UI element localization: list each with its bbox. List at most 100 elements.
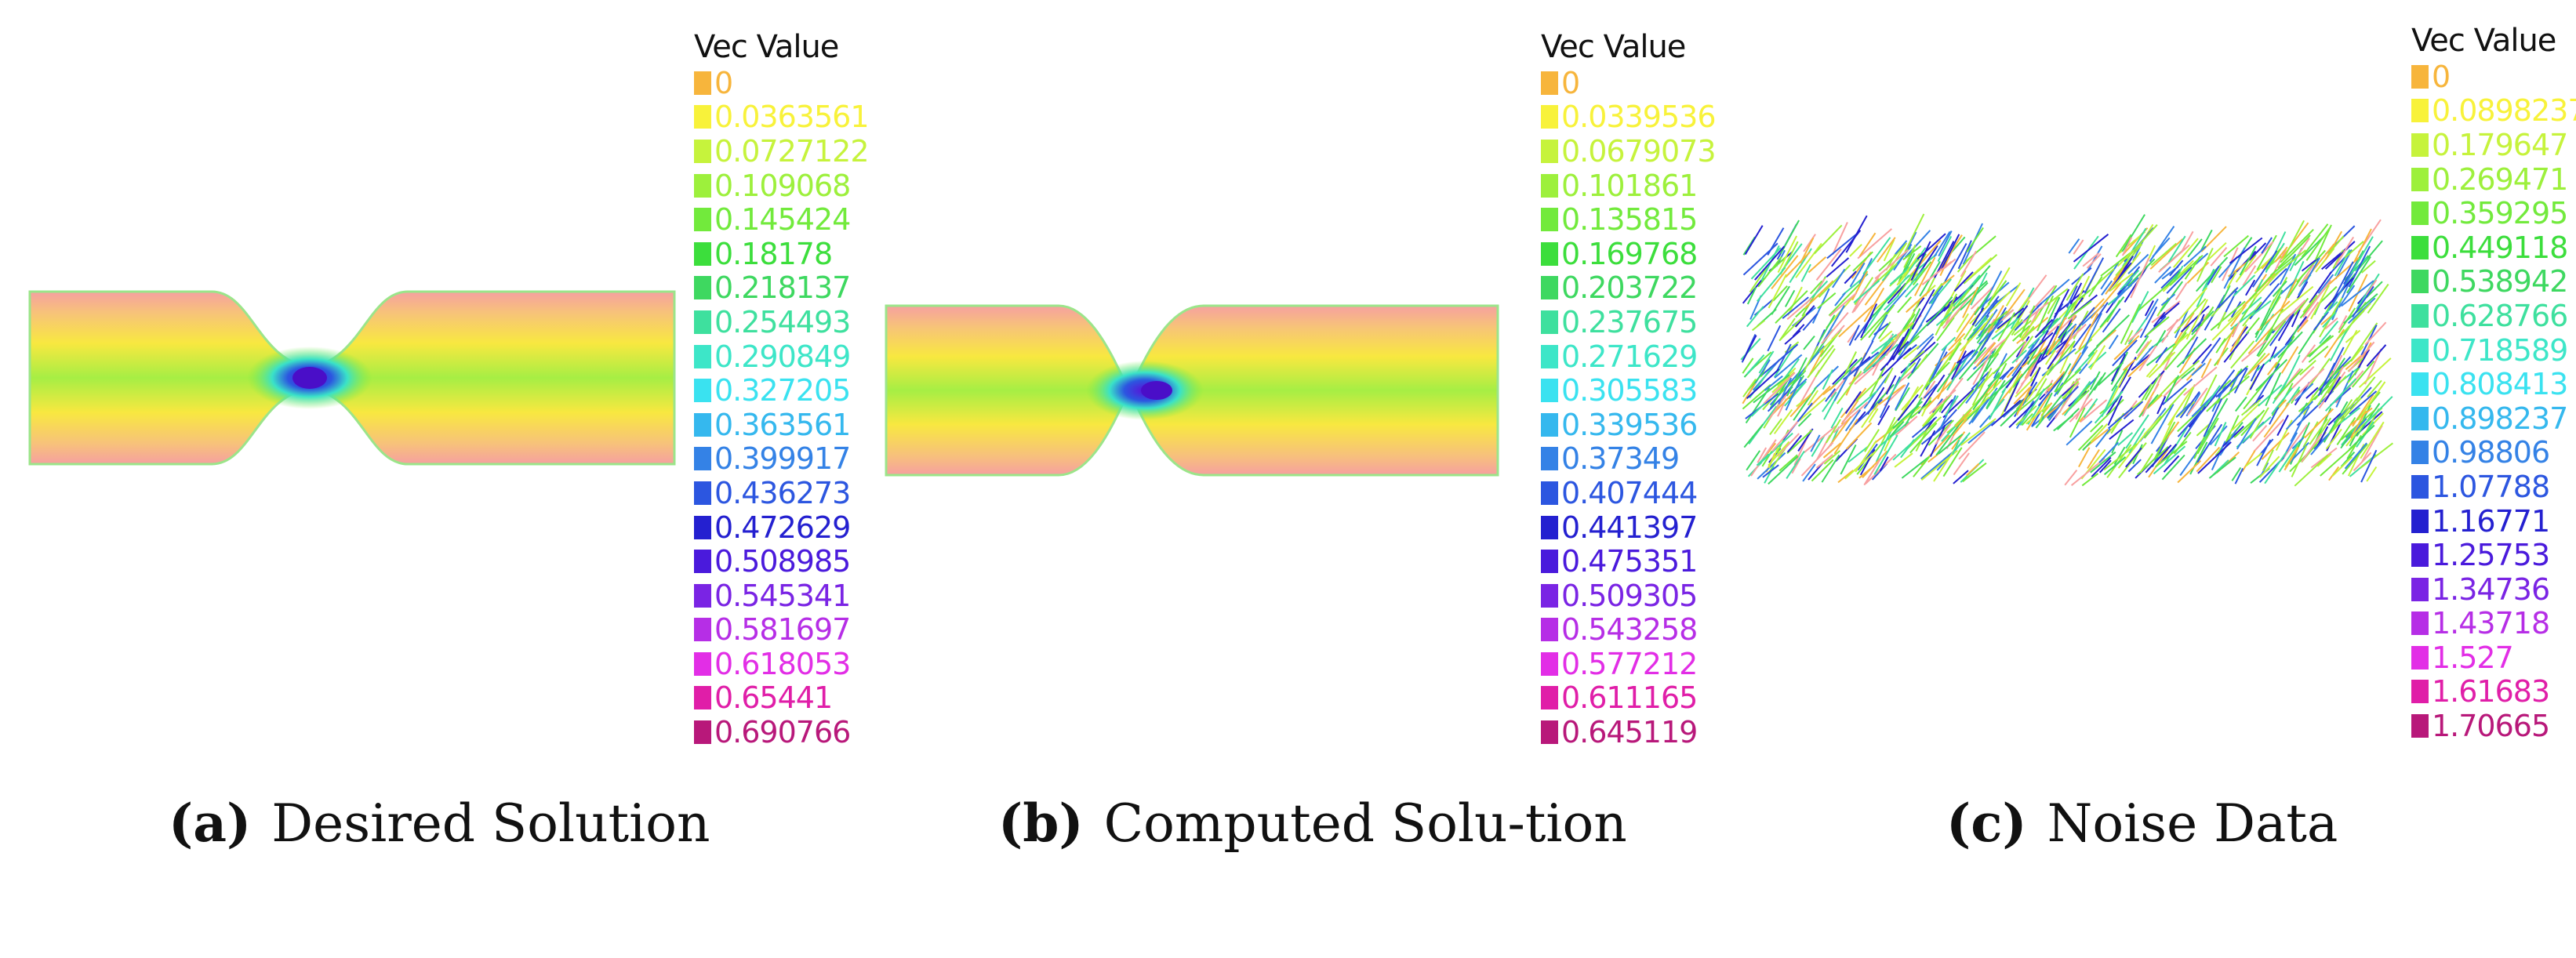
- noise-vector: [1844, 450, 1877, 480]
- noise-vector: [2229, 237, 2263, 264]
- noise-vector: [2068, 352, 2082, 376]
- noise-vector: [2325, 428, 2342, 450]
- noise-vector: [2180, 305, 2210, 333]
- noise-vector: [1921, 402, 1942, 427]
- legend-swatch: [2411, 406, 2429, 430]
- noise-vector: [1910, 357, 1921, 374]
- noise-vector: [2145, 363, 2159, 378]
- noise-vector: [1818, 332, 1839, 354]
- noise-vector: [1832, 358, 1858, 386]
- noise-vector: [1949, 307, 1963, 322]
- noise-vector: [2260, 289, 2284, 331]
- noise-vector: [1837, 470, 1854, 484]
- noise-vector: [2210, 369, 2236, 402]
- noise-vector: [1771, 421, 1799, 452]
- noise-vector: [2145, 298, 2159, 321]
- noise-vector: [2143, 415, 2162, 435]
- noise-vector: [1836, 370, 1862, 405]
- noise-vector: [1868, 408, 1879, 423]
- noise-vector: [1774, 354, 1803, 379]
- legend-entry: 0.718589: [2411, 333, 2576, 368]
- noise-vector: [2156, 396, 2167, 415]
- noise-vector: [2266, 249, 2287, 286]
- noise-vector: [2123, 401, 2144, 420]
- noise-vector: [1862, 337, 1894, 372]
- noise-vector: [1764, 375, 1783, 391]
- noise-vector: [2196, 446, 2221, 473]
- noise-vector: [2012, 352, 2042, 388]
- noise-vector: [1980, 313, 1994, 331]
- noise-vector: [1939, 245, 1956, 277]
- noise-vector: [2011, 343, 2035, 377]
- legend-entry: 0.0898237: [2411, 94, 2576, 129]
- legend-entry: 0.101861: [1541, 169, 1745, 203]
- noise-vector: [1775, 290, 1808, 324]
- noise-vector: [2211, 266, 2222, 284]
- noise-vector: [2185, 392, 2201, 417]
- noise-vector: [1826, 232, 1858, 259]
- noise-vector: [2233, 368, 2248, 394]
- legend-swatch: [1541, 276, 1558, 300]
- noise-vector: [2098, 361, 2124, 386]
- legend-entry: 1.43718: [2411, 607, 2576, 641]
- noise-vector: [2069, 307, 2095, 339]
- noise-vector: [1848, 325, 1860, 347]
- legend-entry: 0.269471: [2411, 162, 2576, 197]
- noise-vector: [1857, 228, 1893, 259]
- noise-vector: [1916, 333, 1935, 350]
- noise-vector: [1773, 345, 1796, 378]
- noise-vector: [1838, 304, 1874, 338]
- noise-vector: [2351, 360, 2375, 388]
- noise-vector: [2360, 259, 2376, 274]
- noise-vector: [2319, 321, 2339, 344]
- noise-vector: [1938, 339, 1962, 373]
- noise-vector: [2040, 325, 2059, 361]
- noise-vector: [1822, 305, 1845, 343]
- noise-vector: [1971, 307, 1985, 326]
- noise-vector: [1832, 222, 1848, 256]
- legend-entry: 0: [2411, 60, 2576, 94]
- noise-vector: [2287, 274, 2304, 299]
- noise-vector: [1871, 333, 1898, 354]
- noise-vector: [2158, 244, 2190, 273]
- noise-vector: [1897, 296, 1913, 314]
- legend-entry: 0.363561: [694, 408, 898, 442]
- noise-field-plot-c: [1740, 213, 2394, 487]
- noise-vector: [1757, 267, 1786, 302]
- noise-vector: [2366, 344, 2387, 367]
- noise-vector: [1757, 452, 1786, 480]
- legend-value: 0.472629: [714, 510, 851, 545]
- noise-vector: [2029, 354, 2043, 377]
- noise-vector: [2291, 309, 2301, 328]
- noise-vector: [2180, 230, 2194, 253]
- legend-value: 0.0363561: [714, 100, 869, 135]
- noise-vector: [2298, 238, 2310, 256]
- noise-vector: [1894, 452, 1913, 468]
- noise-vector: [2030, 367, 2041, 387]
- noise-vector: [2021, 343, 2051, 368]
- noise-vector: [2183, 245, 2207, 267]
- noise-vector: [2261, 237, 2273, 254]
- noise-vector: [2336, 416, 2356, 445]
- legend-entry: 0.0339536: [1541, 100, 1745, 135]
- noise-vector: [2095, 428, 2111, 448]
- legend-swatch: [2411, 714, 2429, 738]
- noise-vector: [1960, 250, 1977, 278]
- legend-value: 0.254493: [714, 304, 851, 339]
- noise-vector: [1756, 453, 1770, 466]
- noise-vector: [2215, 366, 2247, 398]
- noise-vector: [2231, 321, 2240, 338]
- noise-vector: [2239, 245, 2257, 276]
- noise-vector: [2024, 338, 2040, 359]
- legend-value: 0.690766: [714, 715, 851, 750]
- noise-vector: [2161, 454, 2185, 481]
- noise-vector: [1997, 312, 2016, 342]
- noise-vector: [1953, 470, 1969, 484]
- noise-vector: [2011, 349, 2027, 364]
- noise-vector: [2073, 323, 2092, 349]
- noise-vector: [2271, 249, 2307, 279]
- noise-vector: [1938, 274, 1955, 288]
- noise-vector: [1758, 350, 1775, 374]
- noise-vector: [1787, 286, 1803, 316]
- noise-vector: [2184, 256, 2201, 280]
